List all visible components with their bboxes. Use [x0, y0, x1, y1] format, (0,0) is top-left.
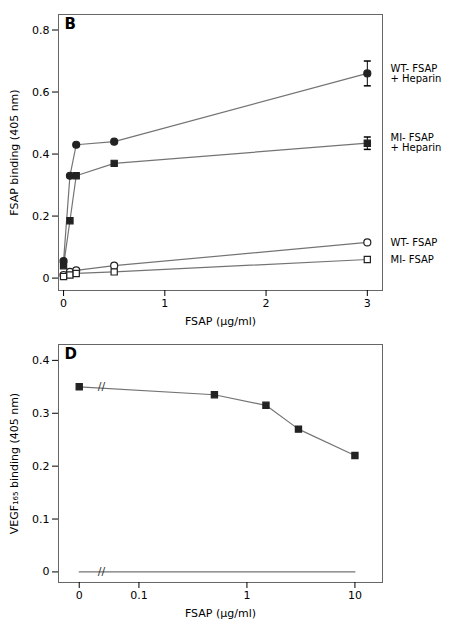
svg-text:MI- FSAP: MI- FSAP	[391, 254, 434, 265]
svg-text:2: 2	[263, 297, 270, 310]
svg-text:0: 0	[43, 272, 50, 285]
svg-text:0.6: 0.6	[32, 86, 50, 99]
svg-text:MI- FSAP+ Heparin: MI- FSAP+ Heparin	[391, 132, 442, 153]
svg-text:0.4: 0.4	[32, 354, 50, 367]
svg-text:1: 1	[161, 297, 168, 310]
svg-text:0.2: 0.2	[32, 210, 50, 223]
svg-text:0.4: 0.4	[32, 148, 50, 161]
svg-text:0.2: 0.2	[32, 460, 50, 473]
svg-text:0.1: 0.1	[32, 513, 50, 526]
svg-text:3: 3	[364, 297, 371, 310]
svg-text:0: 0	[43, 565, 50, 578]
svg-text:FSAP (μg/ml): FSAP (μg/ml)	[185, 315, 256, 328]
svg-text:1: 1	[243, 589, 250, 602]
svg-text:0.8: 0.8	[32, 24, 50, 37]
svg-text:0.1: 0.1	[130, 589, 148, 602]
svg-text:FSAP (μg/ml): FSAP (μg/ml)	[185, 607, 256, 620]
svg-text://: //	[98, 380, 106, 393]
svg-text:0.3: 0.3	[32, 407, 50, 420]
svg-text:FSAP binding (405 nm): FSAP binding (405 nm)	[8, 89, 21, 215]
svg-text:WT- FSAP: WT- FSAP	[391, 237, 438, 248]
svg-text:WT- FSAP+ Heparin: WT- FSAP+ Heparin	[391, 63, 442, 84]
svg-text:D: D	[65, 345, 77, 363]
svg-text:10: 10	[348, 589, 362, 602]
svg-text:0: 0	[76, 589, 83, 602]
svg-text:0: 0	[60, 297, 67, 310]
svg-text:VEGF₁₆₅ binding (405 nm): VEGF₁₆₅ binding (405 nm)	[8, 393, 21, 534]
svg-text://: //	[98, 565, 106, 578]
svg-text:B: B	[65, 15, 76, 33]
